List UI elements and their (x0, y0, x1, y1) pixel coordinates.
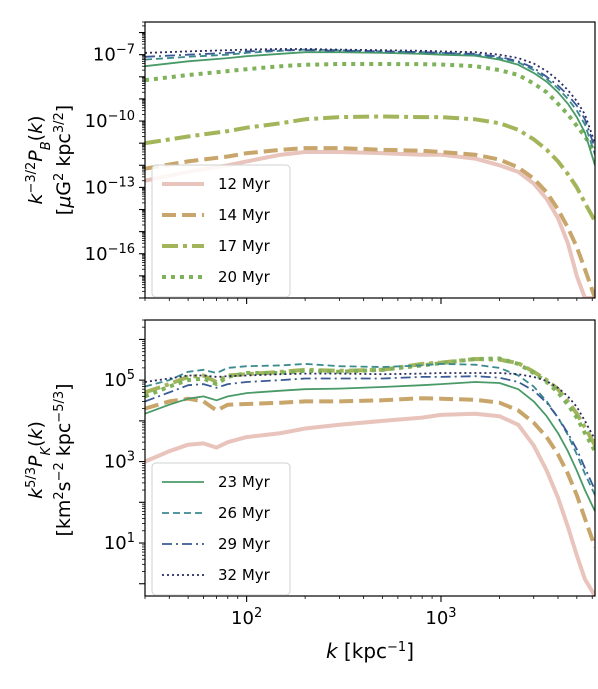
legend-label: 29 Myr (218, 535, 271, 553)
ytick-label: 10−7 (93, 42, 135, 65)
series-line-23-myr (145, 51, 595, 166)
ytick-label: 10−10 (85, 109, 135, 133)
legend-label: 23 Myr (218, 473, 271, 491)
legend-kinetic: 23 Myr 26 Myr 29 Myr 32 Myr (151, 462, 291, 596)
axes-frame-magnetic (144, 21, 596, 299)
legend-box (151, 462, 291, 596)
series-line-32-myr (145, 48, 595, 144)
panel-magnetic: k−3/2PB(k) [μG2 kpc3/2] 10−710−1010−1310… (24, 21, 596, 304)
series-line-14-myr (145, 146, 595, 298)
series-line-32-myr (145, 372, 595, 440)
ylabel-kinetic-line1: k5/3PK(k) (24, 421, 54, 499)
axes-frame-kinetic (144, 319, 596, 597)
series-line-26-myr (145, 48, 595, 155)
xlabel-sup: −1 (387, 640, 406, 655)
series-line-20-myr (145, 62, 595, 154)
ytick-label: 10−13 (85, 175, 135, 199)
ylabel-kinetic-line2: [km2s−2 kpc−5/3] (52, 383, 76, 536)
xtick-label: 102 (231, 606, 262, 630)
ytick-label: 103 (104, 449, 135, 473)
ytick-label: 101 (104, 531, 135, 555)
xlabel-close: ] (406, 639, 414, 663)
series-line-17-myr (145, 357, 595, 447)
xlabel-unit: [kpc (338, 639, 387, 663)
xtick-label: 103 (425, 606, 456, 630)
legend-label: 26 Myr (218, 504, 271, 522)
xticks-kinetic: 102 103 (231, 606, 457, 630)
ylabel-magnetic-line2: [μG2 kpc3/2] (52, 105, 76, 215)
series-clip (145, 356, 595, 596)
legend-label: 17 Myr (218, 237, 271, 255)
yticks-magnetic: 10−7 10−10 10−13 10−16 (85, 21, 593, 304)
legend-label: 20 Myr (218, 268, 271, 286)
series-line-12-myr (145, 411, 595, 596)
ytick-label: 10−16 (85, 241, 135, 265)
xlabel-k: k (326, 639, 339, 663)
ylabel-magnetic-line1: k−3/2PB(k) (24, 115, 54, 204)
ytick-label: 105 (104, 368, 135, 392)
series-group-magnetic (145, 48, 595, 298)
xlabel: k [kpc−1] (326, 639, 414, 663)
legend-magnetic: 12 Myr 14 Myr 17 Myr 20 Myr (151, 164, 291, 298)
series-line-17-myr (145, 114, 595, 223)
legend-label: 14 Myr (218, 206, 271, 224)
legend-box (151, 164, 291, 298)
series-line-14-myr (145, 396, 595, 548)
legend-label: 12 Myr (218, 175, 271, 193)
series-clip (145, 48, 595, 298)
yticks-kinetic: 105 103 101 (104, 319, 593, 602)
panel-kinetic: k5/3PK(k) [km2s−2 kpc−5/3] 105 103 101 23 … (24, 319, 596, 630)
series-line-29-myr (145, 375, 595, 491)
legend-label: 32 Myr (218, 566, 271, 584)
series-line-20-myr (145, 356, 595, 453)
series-line-29-myr (145, 49, 595, 149)
series-line-26-myr (145, 362, 595, 496)
series-line-23-myr (145, 381, 595, 512)
series-group-kinetic (145, 356, 595, 596)
series-line-12-myr (145, 150, 595, 298)
